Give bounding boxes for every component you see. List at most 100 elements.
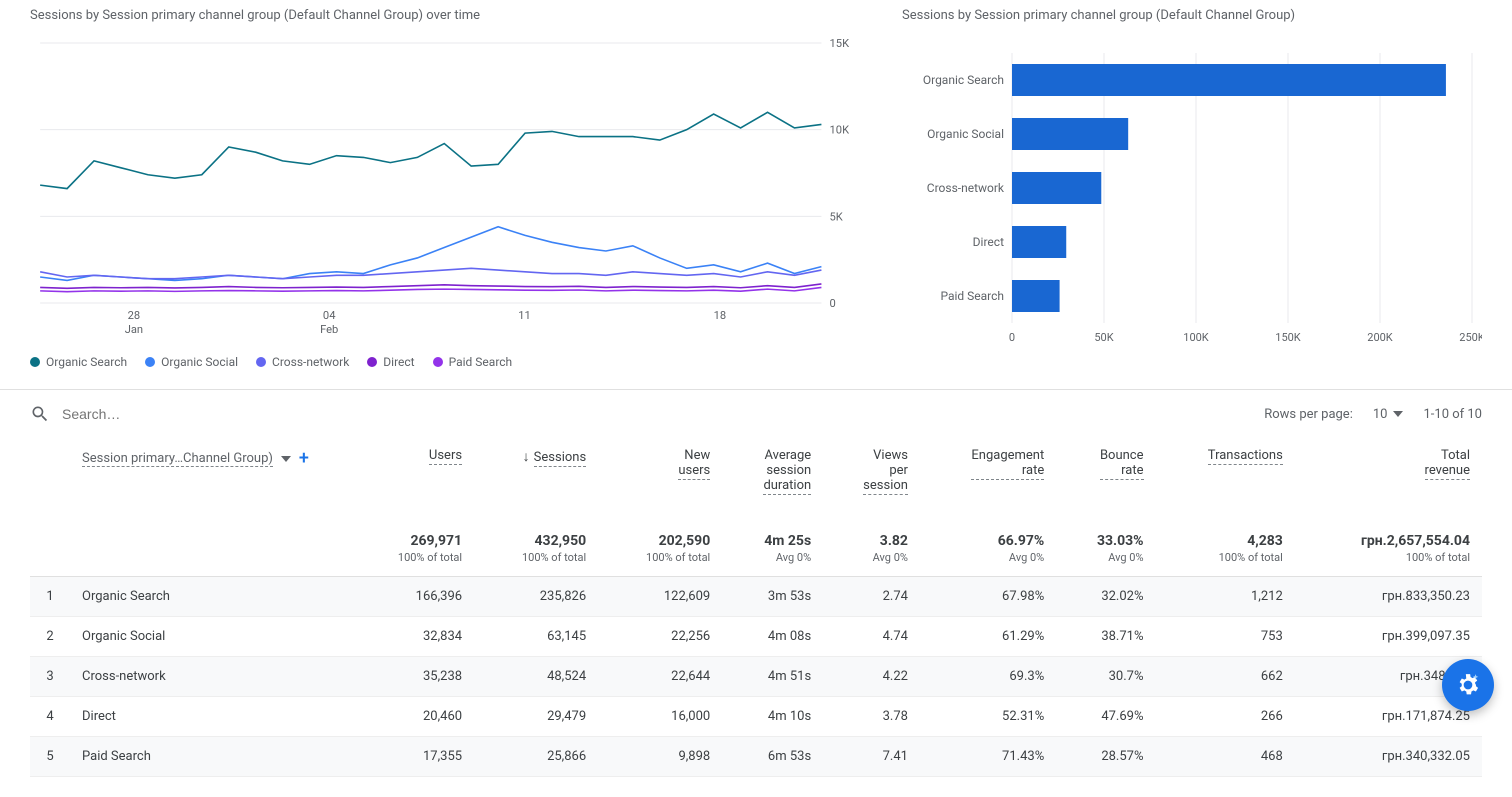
search-input[interactable] — [62, 406, 362, 422]
svg-text:Direct: Direct — [973, 235, 1004, 249]
bar-chart-title: Sessions by Session primary channel grou… — [902, 8, 1482, 23]
svg-text:200K: 200K — [1367, 331, 1393, 344]
svg-text:15K: 15K — [830, 37, 850, 50]
table-cell: 63,145 — [474, 617, 598, 657]
bar-chart-panel: Sessions by Session primary channel grou… — [902, 8, 1482, 369]
svg-text:Organic Social: Organic Social — [927, 127, 1004, 141]
svg-text:150K: 150K — [1275, 331, 1301, 344]
column-header[interactable]: Newusers — [598, 438, 722, 505]
svg-text:Paid Search: Paid Search — [940, 289, 1004, 303]
table-cell: 16,000 — [598, 697, 722, 737]
line-chart-title: Sessions by Session primary channel grou… — [30, 8, 862, 23]
table-cell: грн.399,097.35 — [1295, 617, 1482, 657]
svg-text:Feb: Feb — [320, 323, 338, 336]
svg-text:0: 0 — [1009, 331, 1015, 344]
svg-text:100K: 100K — [1183, 331, 1209, 344]
svg-text:Jan: Jan — [125, 323, 143, 336]
chevron-down-icon — [281, 456, 291, 462]
totals-cell: 33.03% — [1056, 505, 1155, 551]
totals-cell: 3.82 — [823, 505, 920, 551]
column-header[interactable]: Users — [350, 438, 474, 505]
add-dimension-icon[interactable]: + — [299, 448, 309, 469]
table-cell: 35,238 — [350, 657, 474, 697]
totals-sub-cell: Avg 0% — [920, 551, 1056, 577]
table-cell: 67.98% — [920, 577, 1056, 617]
totals-sub-cell: 100% of total — [474, 551, 598, 577]
table-row[interactable]: 2Organic Social32,83463,14522,2564m 08s4… — [30, 617, 1482, 657]
totals-sub-cell: Avg 0% — [722, 551, 823, 577]
table-row[interactable]: 3Cross-network35,23848,52422,6444m 51s4.… — [30, 657, 1482, 697]
legend-item[interactable]: Organic Search — [30, 355, 127, 369]
totals-sub-cell: 100% of total — [598, 551, 722, 577]
rows-per-page-label: Rows per page: — [1264, 407, 1353, 422]
svg-text:Cross-network: Cross-network — [927, 181, 1005, 195]
table-cell: 32.02% — [1056, 577, 1155, 617]
table-cell: 47.69% — [1056, 697, 1155, 737]
chevron-down-icon — [1393, 411, 1403, 417]
table-cell: 122,609 — [598, 577, 722, 617]
column-header[interactable]: Totalrevenue — [1295, 438, 1482, 505]
insights-fab[interactable] — [1442, 659, 1494, 711]
column-header[interactable]: ↓Sessions — [474, 438, 598, 505]
svg-text:10K: 10K — [830, 124, 850, 137]
totals-cell: 4m 25s — [722, 505, 823, 551]
totals-sub-cell: 100% of total — [1295, 551, 1482, 577]
totals-cell: грн.2,657,554.04 — [1295, 505, 1482, 551]
totals-cell: 432,950 — [474, 505, 598, 551]
totals-sub-cell: Avg 0% — [1056, 551, 1155, 577]
table-cell: 48,524 — [474, 657, 598, 697]
table-row[interactable]: 1Organic Search166,396235,826122,6093m 5… — [30, 577, 1482, 617]
legend-item[interactable]: Organic Social — [145, 355, 238, 369]
totals-sub-cell: 100% of total — [350, 551, 474, 577]
table-cell: грн.833,350.23 — [1295, 577, 1482, 617]
table-cell: 3.78 — [823, 697, 920, 737]
totals-sub-cell: Avg 0% — [823, 551, 920, 577]
page-range: 1-10 of 10 — [1423, 407, 1482, 422]
table-cell: 1,212 — [1156, 577, 1295, 617]
svg-text:04: 04 — [323, 309, 336, 322]
row-label: Direct — [70, 697, 350, 737]
line-chart-legend: Organic Search Organic Social Cross-networ… — [30, 355, 862, 369]
table-cell: 52.31% — [920, 697, 1056, 737]
row-label: Organic Search — [70, 577, 350, 617]
dimension-header[interactable]: Session primary…Channel Group) + — [82, 448, 338, 469]
table-cell: 662 — [1156, 657, 1295, 697]
totals-cell: 66.97% — [920, 505, 1056, 551]
totals-cell: 269,971 — [350, 505, 474, 551]
table-cell: 266 — [1156, 697, 1295, 737]
search-icon — [30, 404, 50, 424]
column-header[interactable]: Bouncerate — [1056, 438, 1155, 505]
table-cell: 69.3% — [920, 657, 1056, 697]
table-cell: 22,256 — [598, 617, 722, 657]
legend-item[interactable]: Direct — [367, 355, 414, 369]
line-chart[interactable]: 05K10K15K28Jan04Feb1118 — [30, 33, 862, 343]
table-cell: 4m 08s — [722, 617, 823, 657]
table-cell: 235,826 — [474, 577, 598, 617]
totals-cell: 4,283 — [1156, 505, 1295, 551]
totals-sub-cell: 100% of total — [1156, 551, 1295, 577]
sparkle-gear-icon — [1455, 672, 1481, 698]
svg-text:28: 28 — [128, 309, 141, 322]
table-cell: 38.71% — [1056, 617, 1155, 657]
totals-cell: 202,590 — [598, 505, 722, 551]
table-cell: 30.7% — [1056, 657, 1155, 697]
svg-text:250K: 250K — [1459, 331, 1482, 344]
line-chart-panel: Sessions by Session primary channel grou… — [30, 8, 862, 369]
column-header[interactable]: Engagementrate — [920, 438, 1056, 505]
bar-chart[interactable]: 050K100K150K200K250KOrganic SearchOrgani… — [902, 33, 1482, 353]
table-cell: 22,644 — [598, 657, 722, 697]
legend-item[interactable]: Paid Search — [433, 355, 513, 369]
svg-text:5K: 5K — [830, 210, 843, 223]
rows-per-page-select[interactable]: 10 — [1373, 407, 1404, 422]
column-header[interactable]: Viewspersession — [823, 438, 920, 505]
table-cell: 4m 10s — [722, 697, 823, 737]
svg-text:Organic Search: Organic Search — [923, 73, 1004, 87]
search-row: Rows per page: 10 1-10 of 10 — [0, 389, 1512, 438]
legend-item[interactable]: Cross-network — [256, 355, 349, 369]
table-cell: 20,460 — [350, 697, 474, 737]
table-cell: 166,396 — [350, 577, 474, 617]
table-cell: 32,834 — [350, 617, 474, 657]
table-row[interactable]: 4Direct20,46029,47916,0004m 10s3.7852.31… — [30, 697, 1482, 737]
column-header[interactable]: Averagesessionduration — [722, 438, 823, 505]
column-header[interactable]: Transactions — [1156, 438, 1295, 505]
